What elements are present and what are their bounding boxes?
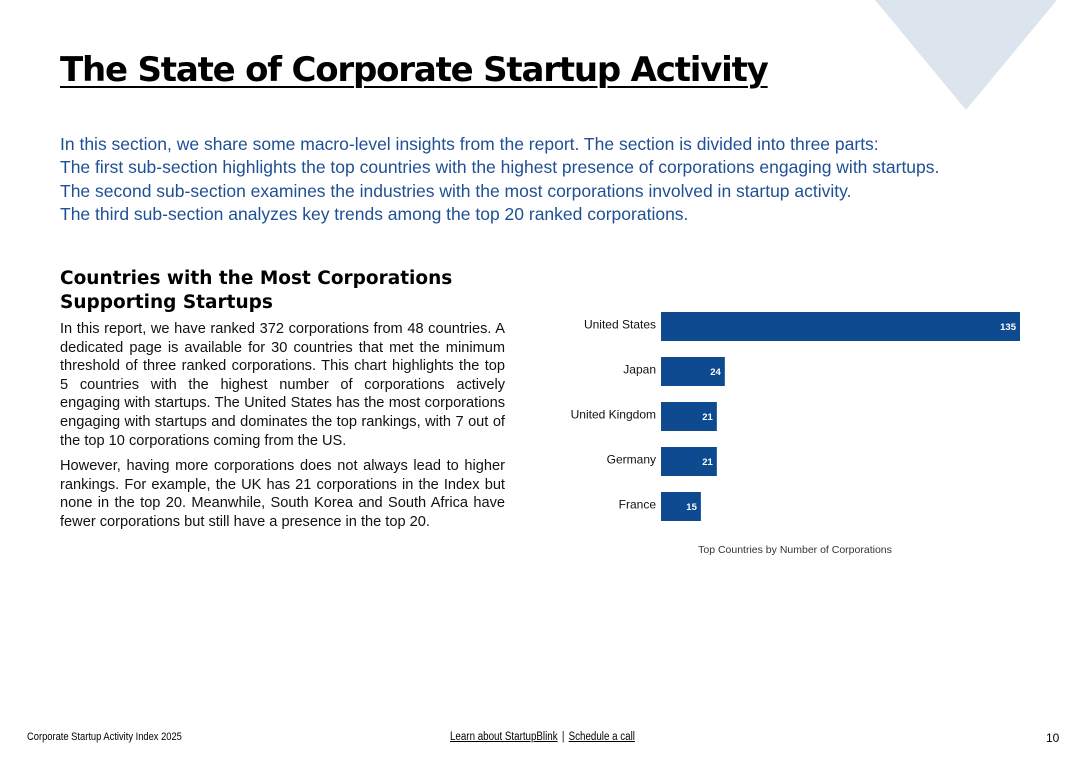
category-label: United States (584, 318, 656, 332)
data-label: 24 (710, 367, 721, 378)
footer-links: Learn about StartupBlink | Schedule a call (450, 731, 635, 743)
learn-about-startupblink-link[interactable]: Learn about StartupBlink (450, 731, 558, 743)
footer-report-title: Corporate Startup Activity Index 2025 (27, 731, 182, 743)
page-number: 10 (1046, 731, 1060, 745)
bar (661, 357, 725, 386)
bar (661, 312, 1020, 341)
intro-line: The third sub-section analyzes key trend… (60, 203, 689, 224)
bar (661, 492, 701, 521)
data-label: 15 (686, 502, 697, 513)
chart-caption: Top Countries by Number of Corporations (698, 544, 892, 556)
bar (661, 402, 717, 431)
intro-line: In this section, we share some macro-lev… (60, 134, 879, 154)
intro-line: The first sub-section highlights the top… (60, 157, 940, 178)
body-paragraph-2: However, having more corporations does n… (60, 458, 505, 530)
section-heading: Countries with the Most Corporations Sup… (60, 267, 520, 314)
body-paragraph-1: In this report, we have ranked 372 corpo… (60, 321, 505, 449)
category-label: Japan (623, 363, 656, 377)
data-label: 21 (702, 457, 713, 468)
intro-text: In this section, we share some macro-lev… (60, 133, 1050, 226)
section-heading-line2: Supporting Startups (60, 291, 273, 313)
section-heading-line1: Countries with the Most Corporations (60, 268, 453, 289)
countries-bar-chart: United States 135 Japan 24 United Kingdom 21 G… (571, 312, 1020, 556)
data-label: 135 (1000, 322, 1017, 333)
page-title: The State of Corporate Startup Activity (60, 50, 769, 90)
intro-line: The second sub-section examines the indu… (60, 180, 852, 201)
section-body: In this report, we have ranked 372 corpo… (60, 320, 505, 539)
bar (661, 447, 717, 476)
data-label: 21 (702, 412, 713, 423)
category-label: Germany (607, 453, 656, 467)
schedule-call-link[interactable]: Schedule a call (568, 731, 635, 743)
category-label: United Kingdom (571, 408, 656, 422)
category-label: France (619, 498, 657, 512)
footer-separator: | (561, 731, 565, 743)
